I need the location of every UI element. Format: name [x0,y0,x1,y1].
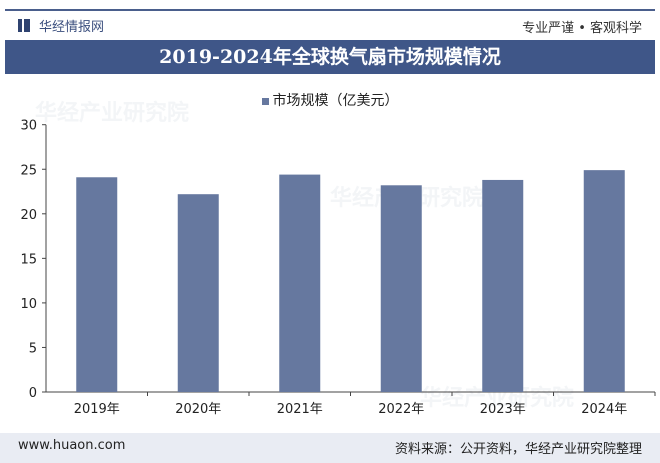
watermark: 华经产业研究院 [35,101,190,126]
bar-2019年 [76,177,118,392]
chart-title: 2019-2024年全球换气扇市场规模情况 [5,40,655,74]
footer-source: 资料来源：公开资料，华经产业研究院整理 [394,442,642,457]
slogan: 专业严谨 • 客观科学 [522,21,642,36]
y-tick-label: 15 [20,252,37,267]
brand: 华经情报网 [18,16,104,35]
y-tick-label: 5 [29,341,37,356]
x-tick-label: 2020年 [175,402,221,417]
bar-2021年 [279,174,321,392]
footer-url: www.huaon.com [18,438,126,453]
y-tick-label: 30 [20,119,37,134]
brand-name: 华经情报网 [39,20,105,35]
bar-2023年 [482,179,524,392]
x-tick-label: 2022年 [378,402,424,417]
legend-label: 市场规模（亿美元） [272,93,399,109]
x-tick-label: 2019年 [74,402,120,417]
legend: 市场规模（亿美元） [0,90,660,110]
bar-2020年 [177,194,219,392]
logo-icon [18,19,32,32]
bar-2024年 [583,170,625,392]
legend-swatch [261,97,269,105]
y-tick-label: 25 [20,163,37,178]
x-tick-label: 2021年 [277,402,323,417]
top-divider [5,9,655,11]
x-tick-label: 2024年 [581,402,627,417]
footer [0,433,660,463]
y-tick-label: 0 [29,386,37,401]
bar-2022年 [380,185,422,392]
y-tick-label: 10 [20,297,37,312]
x-tick-label: 2023年 [480,402,526,417]
y-tick-label: 20 [20,208,37,223]
